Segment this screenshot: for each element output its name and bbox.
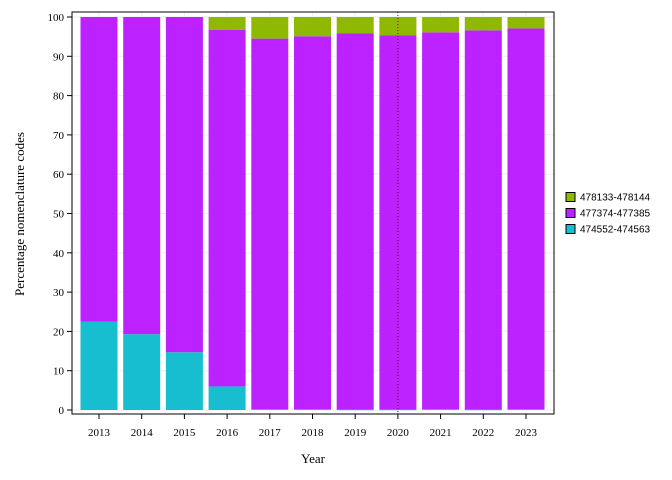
bar-2014-series-1 — [123, 17, 161, 335]
x-axis-title: Year — [301, 451, 326, 466]
y-tick-label-8: 80 — [53, 91, 65, 103]
legend: 478133-478144 477374-477385 474552-474563 — [565, 192, 651, 236]
x-tick-label-8: 2021 — [430, 427, 452, 439]
bar-2022-series-1 — [464, 30, 502, 410]
bar-2019-series-0 — [336, 409, 374, 411]
y-axis: 0 10 20 30 40 50 60 70 80 90 100 — [48, 12, 72, 417]
bar-2017-series-2 — [251, 17, 289, 39]
legend-swatch-0 — [565, 192, 576, 202]
bar-2022-series-0 — [464, 409, 502, 411]
y-tick-label-9: 90 — [53, 51, 65, 63]
y-tick-label-0: 0 — [59, 405, 65, 417]
bar-2023-series-0 — [507, 409, 545, 410]
bar-2019-series-2 — [336, 17, 374, 34]
bars-layer — [80, 17, 545, 411]
bar-2023-series-1 — [507, 28, 545, 410]
y-tick-label-6: 60 — [53, 169, 65, 181]
bar-2017-series-1 — [251, 38, 289, 410]
bar-2013-series-1 — [80, 17, 118, 322]
bar-2016-series-1 — [208, 29, 246, 387]
x-axis: 2013 2014 2015 2016 2017 2018 2019 2020 2021 2022… — [88, 414, 538, 439]
bar-2019-series-1 — [336, 33, 374, 410]
x-tick-label-2: 2015 — [173, 427, 196, 439]
x-tick-label-5: 2018 — [302, 427, 325, 439]
x-tick-label-9: 2022 — [472, 427, 494, 439]
legend-swatch-2 — [565, 224, 576, 234]
y-tick-label-4: 40 — [53, 248, 65, 260]
y-tick-label-3: 30 — [53, 287, 65, 299]
y-tick-label-10: 100 — [48, 12, 65, 24]
x-tick-label-0: 2013 — [88, 427, 111, 439]
bar-2015-series-0 — [165, 352, 203, 410]
y-tick-label-1: 10 — [53, 366, 65, 378]
bar-2016-series-0 — [208, 386, 246, 410]
legend-label-2: 474552-474563 — [580, 225, 651, 236]
x-tick-label-10: 2023 — [515, 427, 538, 439]
legend-label-0: 478133-478144 — [580, 193, 651, 204]
bar-2020-series-2 — [379, 17, 417, 36]
bar-2017-series-0 — [251, 409, 289, 410]
bar-2020-series-0 — [379, 409, 417, 411]
y-tick-label-5: 50 — [53, 209, 65, 221]
x-tick-label-1: 2014 — [131, 427, 154, 439]
y-tick-label-7: 70 — [53, 130, 65, 142]
bar-2018-series-2 — [294, 17, 331, 37]
bar-2014-series-0 — [123, 334, 161, 410]
bar-2013-series-0 — [80, 321, 118, 410]
bar-2021-series-2 — [422, 17, 460, 33]
x-tick-label-3: 2016 — [216, 427, 239, 439]
bar-2023-series-2 — [507, 17, 545, 29]
x-tick-label-6: 2019 — [344, 427, 367, 439]
bar-2016-series-2 — [208, 17, 246, 30]
x-tick-label-7: 2020 — [387, 427, 410, 439]
legend-swatch-1 — [565, 208, 576, 218]
bar-2021-series-1 — [422, 32, 460, 410]
bar-2015-series-1 — [165, 17, 203, 353]
y-axis-title: Percentage nomenclature codes — [12, 132, 27, 296]
bar-2018-series-1 — [294, 36, 331, 410]
x-tick-label-4: 2017 — [259, 427, 282, 439]
y-tick-label-2: 20 — [53, 326, 65, 338]
bar-2022-series-2 — [464, 17, 502, 31]
bar-2021-series-0 — [422, 409, 460, 410]
legend-label-1: 477374-477385 — [580, 209, 651, 220]
bar-2018-series-0 — [294, 409, 331, 410]
